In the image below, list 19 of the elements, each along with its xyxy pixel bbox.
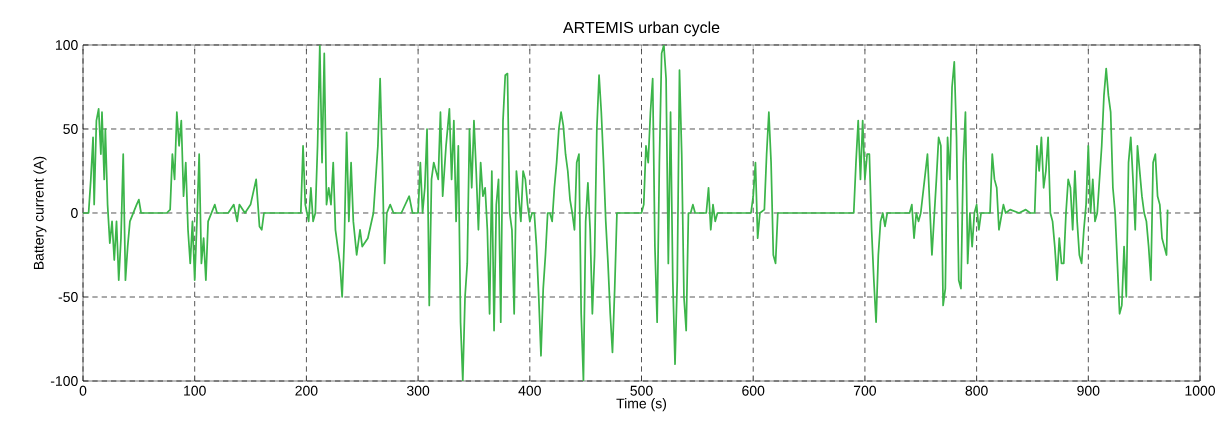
- x-tick-label: 900: [1077, 385, 1100, 396]
- y-tick-label: 100: [56, 40, 78, 50]
- x-tick-label: 300: [406, 385, 430, 396]
- y-tick-label: 50: [63, 124, 78, 134]
- x-tick-label: 400: [518, 385, 541, 396]
- x-tick-label: 700: [853, 385, 877, 396]
- y-tick-label: -100: [50, 376, 78, 386]
- x-tick-label: 100: [184, 385, 206, 396]
- chart-title: ARTEMIS urban cycle: [562, 21, 720, 37]
- x-tick-label: 0: [79, 385, 87, 396]
- x-tick-label: 200: [295, 385, 318, 396]
- y-tick-label: 0: [71, 208, 78, 218]
- x-tick-label: 800: [965, 385, 988, 396]
- x-tick-label: 500: [630, 385, 653, 396]
- x-tick-label: 600: [742, 385, 765, 396]
- y-tick-label: -50: [58, 292, 78, 302]
- x-axis-title: Time (s): [616, 398, 667, 412]
- x-tick-label: 1000: [1185, 385, 1216, 396]
- y-axis-title: Battery current (A): [33, 156, 47, 270]
